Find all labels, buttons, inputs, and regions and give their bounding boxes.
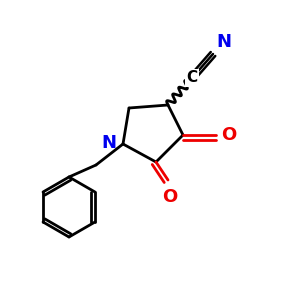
Text: O: O: [221, 126, 237, 144]
Text: N: N: [216, 33, 231, 51]
Text: N: N: [101, 134, 116, 152]
Text: O: O: [162, 188, 177, 206]
Text: C: C: [186, 70, 198, 86]
